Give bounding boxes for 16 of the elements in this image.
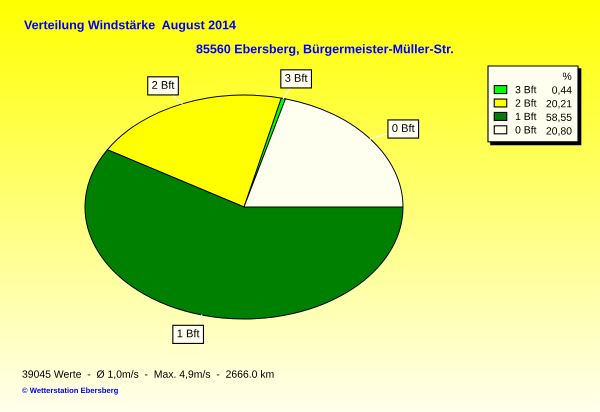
text: 39045 Werte - Ø 1,0m/s - Max. 4,9m/s - 2666.0 km (22, 370, 274, 380)
data-label: 20,80 (546, 127, 572, 136)
legend-label: 2 Bft (516, 99, 536, 107)
data-label: 58,55 (546, 114, 572, 122)
data-label: 0,44 (552, 86, 572, 95)
legend-title: % (562, 72, 572, 80)
category-label: 1 Bft (178, 329, 200, 338)
slice-label: 2 Bft (152, 80, 174, 89)
legend-label: 1 Bft (516, 112, 536, 120)
legend-label: 0 Bft (515, 126, 536, 134)
slice-label: 3 Bft (285, 74, 308, 82)
slice-label: 0 Bft (392, 124, 415, 132)
chart-title: Verteilung Windstärke August 2014 (24, 20, 236, 32)
chart-subtitle: 85560 Ebersberg, Bürgermeister-Müller-Str. (196, 44, 453, 56)
data-label: 20,21 (546, 100, 572, 109)
legend-label: 3 Bft (515, 86, 536, 94)
